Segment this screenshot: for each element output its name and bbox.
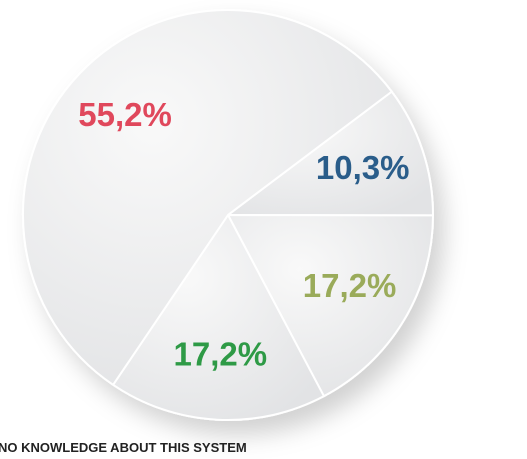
pie-slice	[225, 90, 435, 217]
pie-slice	[111, 213, 326, 421]
value-label: 10,3%	[316, 149, 410, 186]
value-label: 55,2%	[78, 96, 172, 133]
value-label: 17,2%	[303, 267, 397, 304]
pie	[22, 8, 435, 421]
value-label: 17,2%	[174, 336, 268, 373]
labels: 10,3% 17,2% 17,2% 55,2%	[78, 96, 409, 373]
pie-slice	[22, 8, 394, 387]
pie-slice	[226, 213, 435, 398]
caption: NO KNOWLEDGE ABOUT THIS SYSTEM	[0, 440, 247, 455]
